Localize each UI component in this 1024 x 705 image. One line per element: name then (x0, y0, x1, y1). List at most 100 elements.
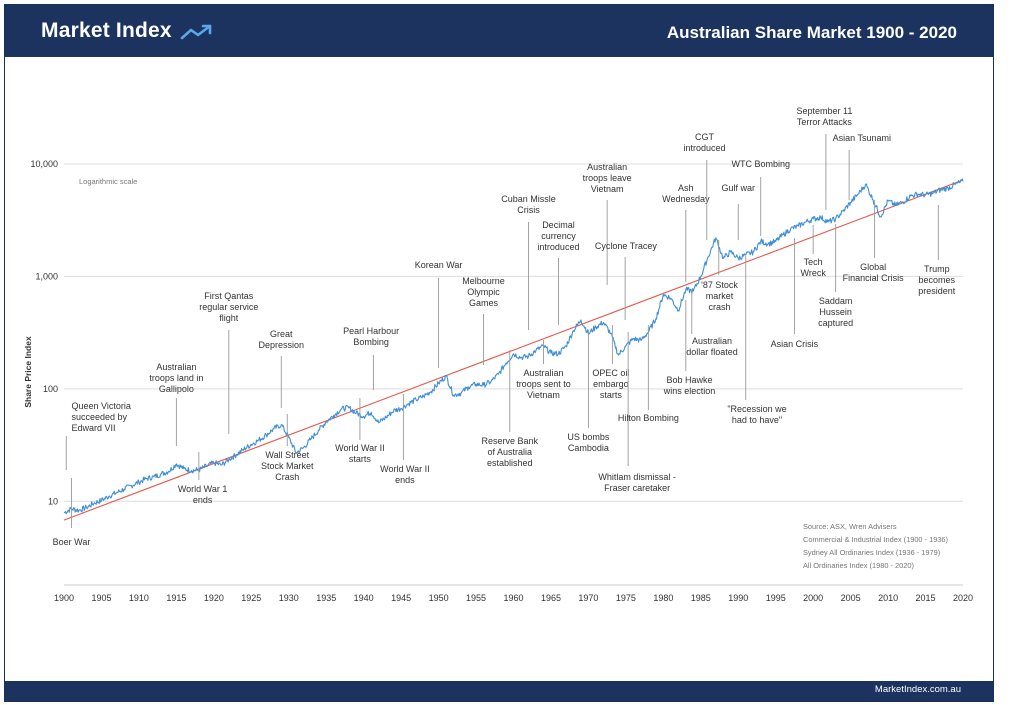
page-title: Australian Share Market 1900 - 2020 (666, 23, 957, 42)
event-label: World War II starts (335, 443, 385, 464)
source-note: Commercial & Industrial Index (1900 - 19… (803, 535, 948, 544)
event-annotation: Asian Tsunami (833, 133, 891, 200)
footer-site-link[interactable]: MarketIndex.com.au (874, 684, 961, 695)
event-label: Asian Crisis (771, 339, 819, 349)
x-tick-label: 2005 (841, 593, 861, 603)
event-label: Cuban Missle Crisis (501, 194, 556, 215)
event-annotation: Hilton Bombing (618, 325, 679, 423)
event-annotation: Australian troops sent to Vietnam (516, 340, 571, 400)
event-label: Australian troops land in Gallipolo (149, 362, 203, 394)
event-annotation: Bob Hawke wins election (663, 300, 716, 396)
y-tick-label: 10 (48, 496, 58, 506)
series-layer (63, 178, 964, 515)
event-annotation: Gulf war (721, 183, 755, 240)
footer-bar: MarketIndex.com.au (5, 681, 993, 701)
x-tick-label: 1920 (204, 593, 224, 603)
event-label: Reserve Bank of Australia established (481, 436, 538, 468)
event-label: Decimal currency introduced (537, 220, 579, 252)
event-label: Pearl Harbour Bombing (343, 326, 399, 347)
event-annotation: Decimal currency introduced (537, 220, 579, 325)
x-tick-label: 1925 (241, 593, 261, 603)
event-annotation: Australian dollar floated (686, 290, 738, 357)
event-annotation: Wall Street Stock Market Crash (261, 414, 314, 482)
event-label: Cyclone Tracey (595, 241, 658, 251)
x-tick-label: 1995 (766, 593, 786, 603)
event-label: '87 Stock market crash (701, 280, 738, 312)
event-annotation: Reserve Bank of Australia established (481, 350, 539, 468)
event-label: September 11 Terror Attacks (796, 106, 852, 127)
event-annotation: First Qantas regular service flight (199, 291, 258, 434)
event-layer: Boer War Queen Victoria succeeded by Edward… (53, 106, 956, 547)
x-tick-label: 1915 (166, 593, 186, 603)
event-label: Australian troops sent to Vietnam (516, 368, 571, 400)
event-label: "Recession we had to have" (727, 404, 786, 425)
x-tick-label: 2000 (803, 593, 823, 603)
event-annotation: Trump becomes president (918, 205, 956, 296)
source-note: Source: ASX, Wren Advisers (803, 522, 897, 531)
event-annotation: Saddam Hussein captured (818, 224, 853, 328)
x-tick-label: 1900 (54, 593, 74, 603)
infographic-frame: Market Index Australian Share Market 190… (4, 4, 994, 702)
event-annotation: '87 Stock market crash (701, 240, 738, 312)
event-annotation: Tech Wreck (800, 225, 826, 278)
event-label: Australian dollar floated (686, 336, 738, 357)
event-label: Global Financial Crisis (843, 262, 905, 283)
y-tick-label: 10,000 (30, 159, 58, 169)
y-tick-label: 100 (43, 384, 58, 394)
event-annotation: Great Depression (258, 329, 304, 408)
event-label: Tech Wreck (800, 257, 826, 278)
event-label: Bob Hawke wins election (663, 375, 716, 396)
event-annotation: Australian troops leave Vietnam (583, 162, 632, 285)
source-notes: Source: ASX, Wren Advisers Commercial & I… (803, 522, 948, 570)
event-label: CGT introduced (684, 132, 726, 153)
event-label: Australian troops leave Vietnam (583, 162, 632, 194)
event-label: Melbourne Olympic Games (462, 276, 505, 308)
brand-name: Market Index (41, 19, 172, 42)
x-tick-label: 1990 (728, 593, 748, 603)
event-annotation: CGT introduced (684, 132, 726, 240)
event-annotation: Korean War (415, 260, 463, 368)
event-label: First Qantas regular service flight (199, 291, 258, 323)
event-annotation: Melbourne Olympic Games (462, 276, 505, 365)
x-tick-label: 1960 (503, 593, 523, 603)
event-annotation: Global Financial Crisis (843, 200, 905, 283)
brand-logo[interactable]: Market Index (41, 19, 214, 43)
event-annotation: September 11 Terror Attacks (796, 106, 852, 210)
event-label: Ash Wednesday (662, 183, 710, 204)
event-annotation: World War II starts (335, 398, 385, 464)
x-tick-label: 1950 (429, 593, 449, 603)
x-tick-label: 1955 (466, 593, 486, 603)
event-annotation: World War II ends (380, 394, 430, 485)
scale-note: Logarithmic scale (79, 177, 137, 186)
x-tick-label: 1940 (354, 593, 374, 603)
event-annotation: Australian troops land in Gallipolo (149, 362, 203, 446)
x-tick-label: 1975 (616, 593, 636, 603)
event-label: Great Depression (258, 329, 304, 350)
event-label: WTC Bombing (731, 159, 790, 169)
event-annotation: Queen Victoria succeeded by Edward VII (65, 401, 131, 470)
event-label: Hilton Bombing (618, 413, 679, 423)
event-annotation: Ash Wednesday (662, 183, 710, 282)
x-tick-label: 1935 (316, 593, 336, 603)
x-tick-label: 1970 (578, 593, 598, 603)
event-label: Asian Tsunami (833, 133, 891, 143)
event-label: World War 1 ends (178, 484, 228, 505)
event-label: Gulf war (721, 183, 755, 193)
event-annotation: Boer War (53, 478, 91, 547)
y-axis-label: Share Price Index (23, 336, 33, 408)
event-annotation: Cuban Missle Crisis (501, 194, 556, 330)
event-annotation: Whitlam dismissal -Fraser caretaker (598, 332, 676, 493)
event-label: OPEC oil embargo starts (592, 368, 629, 400)
source-note: All Ordinaries Index (1980 - 2020) (803, 561, 914, 570)
event-annotation: OPEC oil embargo starts (592, 325, 629, 400)
event-label: Boer War (53, 537, 91, 547)
event-label: Queen Victoria succeeded by Edward VII (71, 401, 130, 433)
trend-up-icon (180, 24, 212, 40)
event-label: Korean War (415, 260, 463, 270)
event-annotation: US bombs Cambodia (567, 330, 610, 453)
event-label: US bombs Cambodia (567, 432, 610, 453)
x-tick-label: 1930 (279, 593, 299, 603)
event-label: Trump becomes president (918, 264, 956, 296)
x-tick-label: 1905 (91, 593, 111, 603)
